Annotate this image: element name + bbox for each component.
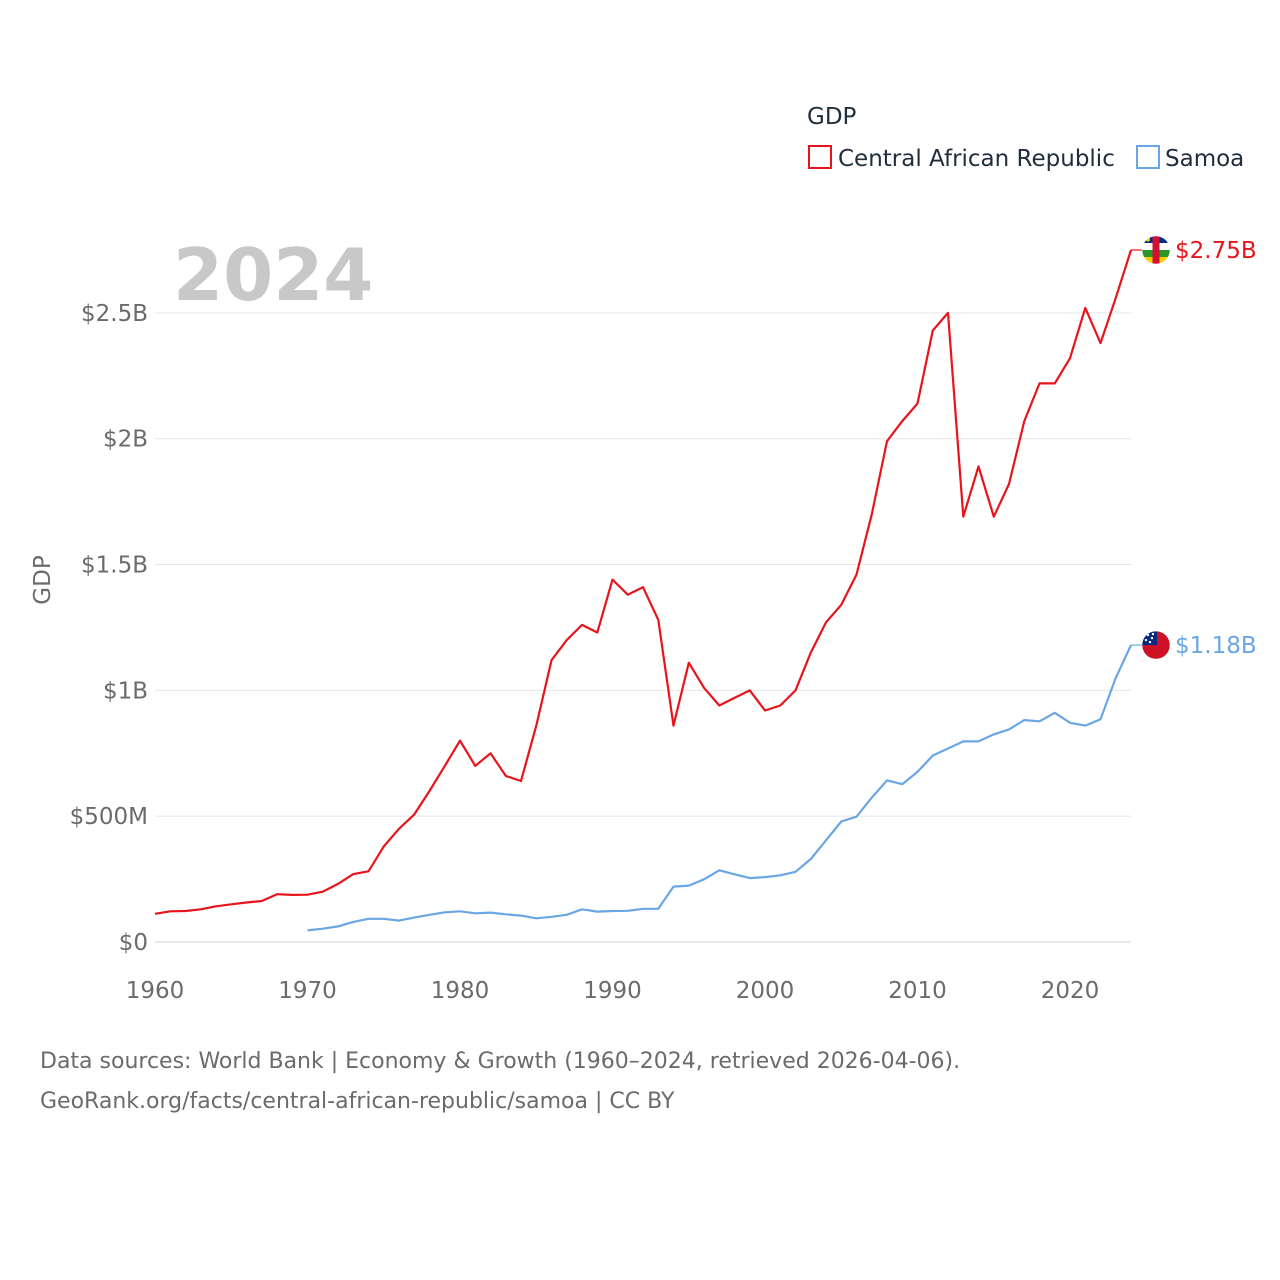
y-axis-title: GDP [30, 555, 56, 605]
central-african-republic-flag-icon [1141, 235, 1171, 265]
y-tick-label: $1B [103, 678, 148, 704]
y-tick-label: $2.5B [81, 301, 148, 327]
y-axis-ticks: $0 $500M $1B $1.5B $2B $2.5B [70, 301, 148, 956]
series-lines [154, 249, 1133, 932]
x-tick-label: 1960 [126, 978, 185, 1004]
legend: GDP Central African Republic Samoa [807, 104, 1244, 172]
y-tick-label: $0 [119, 930, 148, 956]
x-tick-label: 2000 [736, 978, 795, 1004]
legend-item-central-african-republic[interactable]: Central African Republic [808, 145, 1115, 172]
y-tick-label: $500M [70, 804, 148, 830]
legend-swatch-central-african-republic [808, 145, 832, 169]
chart-footer: Data sources: World Bank | Economy & Gro… [40, 1042, 1240, 1122]
samoa-flag-icon [1141, 630, 1171, 660]
legend-swatch-samoa [1136, 145, 1160, 169]
series-line-central-african-republic[interactable] [154, 249, 1133, 915]
end-value-label-samoa: $1.18B [1175, 633, 1257, 659]
legend-label-samoa: Samoa [1165, 146, 1244, 172]
x-tick-label: 2020 [1041, 978, 1100, 1004]
x-axis-ticks: 1960 1970 1980 1990 2000 2010 2020 [126, 978, 1100, 1004]
legend-label-central-african-republic: Central African Republic [838, 146, 1115, 172]
legend-title: GDP [807, 104, 857, 130]
gridlines [155, 312, 1131, 943]
end-value-label-central-african-republic: $2.75B [1175, 238, 1257, 264]
x-tick-label: 1970 [278, 978, 337, 1004]
y-tick-label: $1.5B [81, 553, 148, 579]
gdp-line-chart: $0 $500M $1B $1.5B $2B $2.5B 1960 1970 1980 1990… [30, 104, 1257, 1004]
series-line-samoa[interactable] [307, 644, 1132, 932]
x-tick-label: 2010 [888, 978, 947, 1004]
data-sources-text: Data sources: World Bank | Economy & Gro… [40, 1049, 961, 1074]
legend-item-samoa[interactable]: Samoa [1136, 145, 1244, 172]
source-url-text: GeoRank.org/facts/central-african-republ… [40, 1089, 675, 1114]
series-end-markers: $2.75B $1.18B [1131, 235, 1257, 660]
x-tick-label: 1980 [431, 978, 490, 1004]
y-tick-label: $2B [103, 427, 148, 453]
year-label: 2024 [173, 233, 373, 317]
x-tick-label: 1990 [583, 978, 642, 1004]
